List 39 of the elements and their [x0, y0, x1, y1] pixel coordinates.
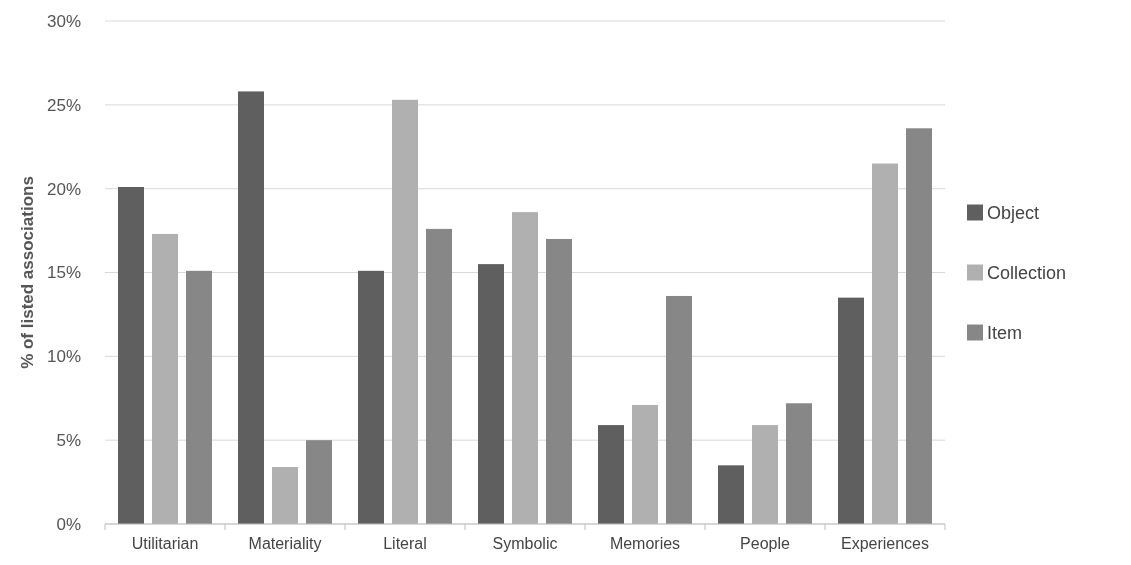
bar	[906, 128, 932, 524]
legend-label: Object	[987, 202, 1040, 223]
bar	[718, 465, 744, 524]
bar	[118, 186, 144, 524]
bar	[152, 233, 178, 524]
x-tick-label: Literal	[383, 535, 427, 552]
y-tick-label: 15%	[46, 263, 81, 283]
bar	[392, 99, 418, 524]
x-tick-label: Memories	[609, 535, 681, 552]
bar	[186, 270, 212, 524]
bar	[872, 163, 898, 524]
bar	[838, 297, 864, 524]
bar	[632, 404, 658, 524]
x-tick-label: People	[740, 535, 791, 552]
x-tick-label: Symbolic	[492, 535, 558, 552]
bar	[238, 91, 264, 524]
bar	[752, 425, 778, 524]
legend-label: Collection	[987, 262, 1067, 283]
bar	[358, 270, 384, 524]
bar	[306, 440, 332, 524]
bar	[512, 212, 538, 524]
bar	[786, 403, 812, 524]
bar	[666, 295, 692, 524]
x-tick-label: Utilitarian	[131, 535, 199, 552]
bar	[426, 228, 452, 524]
bar	[478, 264, 504, 524]
y-tick-label: 20%	[46, 179, 81, 199]
y-tick-label: 30%	[46, 11, 81, 31]
bar	[546, 238, 572, 524]
x-tick-label: Materiality	[248, 535, 322, 552]
y-tick-label: 25%	[46, 95, 81, 115]
y-tick-label: 5%	[56, 431, 81, 451]
x-tick-label: Experiences	[840, 535, 930, 552]
y-axis-title: % of listed associations	[18, 176, 37, 369]
y-tick-label: 0%	[56, 514, 81, 534]
legend-label: Item	[987, 322, 1023, 343]
y-tick-label: 10%	[46, 347, 81, 367]
bar	[598, 425, 624, 524]
bar	[272, 466, 298, 524]
